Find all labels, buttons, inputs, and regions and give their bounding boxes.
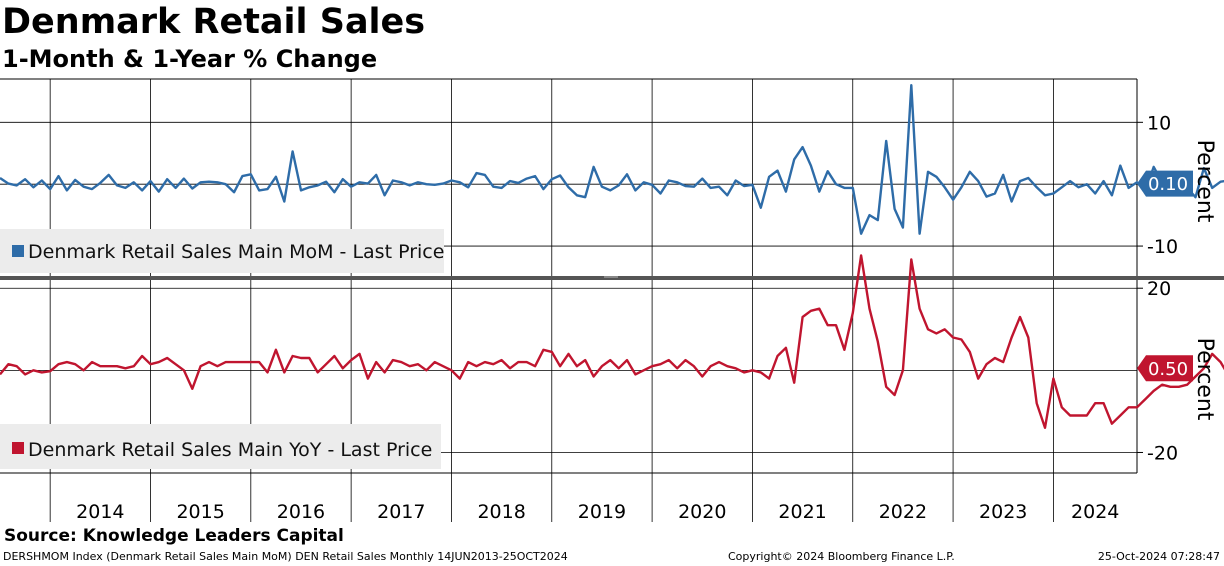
x-tick-label: 2024 [1071, 501, 1119, 523]
yoy-legend-label: Denmark Retail Sales Main YoY - Last Pri… [28, 439, 432, 461]
chart-title: Denmark Retail Sales [2, 2, 426, 42]
x-tick-label: 2016 [277, 501, 325, 523]
x-tick-label: 2019 [578, 501, 626, 523]
y-tick-label: -10 [1147, 236, 1178, 258]
yoy-last-value-tag: 0.50 [1137, 355, 1193, 382]
mom-last-value-tag: 0.10 [1137, 170, 1193, 197]
copyright-note: Copyright© 2024 Bloomberg Finance L.P. [728, 550, 955, 563]
yoy-legend-swatch [12, 442, 24, 454]
x-tick-label: 2022 [879, 501, 927, 523]
yoy-last-value-tag-text: 0.50 [1148, 359, 1188, 380]
bottom-panel-y-axis: 20 -20 [1137, 278, 1178, 464]
bottom-panel-grid [0, 280, 1137, 473]
source-note: Source: Knowledge Leaders Capital [4, 526, 344, 546]
timestamp: 25-Oct-2024 07:28:47 [1097, 550, 1220, 563]
x-tick-label: 2021 [778, 501, 826, 523]
y-tick-label: -20 [1147, 442, 1178, 464]
top-y-axis-label: Percent [1192, 140, 1217, 223]
yoy-series-line [0, 254, 1224, 429]
top-panel-y-axis: 10 -10 [1137, 112, 1178, 258]
bottom-legend-box [0, 424, 441, 469]
mom-last-value-tag-text: 0.10 [1148, 174, 1188, 195]
x-tick-label: 2014 [76, 501, 124, 523]
index-note: DERSHMOM Index (Denmark Retail Sales Mai… [3, 550, 568, 563]
x-tick-label: 2015 [176, 501, 224, 523]
y-tick-label: 20 [1147, 278, 1171, 300]
top-legend-box [0, 229, 444, 273]
top-panel: 10 -10 Denmark Retail Sales Main MoM - La… [0, 78, 1224, 277]
yoy-last-value-tag-shape [1137, 355, 1193, 382]
mom-legend-swatch [12, 245, 24, 257]
x-tick-label: 2018 [477, 501, 525, 523]
panel-divider[interactable] [0, 276, 1224, 280]
chart-subtitle: 1-Month & 1-Year % Change [2, 45, 378, 73]
mom-last-value-tag-shape [1137, 170, 1193, 197]
x-tick-label: 2017 [377, 501, 425, 523]
x-tick-label: 2023 [979, 501, 1027, 523]
bottom-y-axis-label: Percent [1192, 338, 1217, 421]
x-axis: 2014 2015 2016 2017 2018 2019 2020 2021 2022 2023… [49, 473, 1119, 523]
mom-series-line [0, 83, 1224, 235]
bottom-panel: 20 -20 Denmark Retail Sales Main YoY - La… [0, 254, 1224, 474]
x-tick-label: 2020 [678, 501, 726, 523]
y-tick-label: 10 [1147, 112, 1171, 134]
mom-legend-label: Denmark Retail Sales Main MoM - Last Pri… [28, 241, 444, 263]
